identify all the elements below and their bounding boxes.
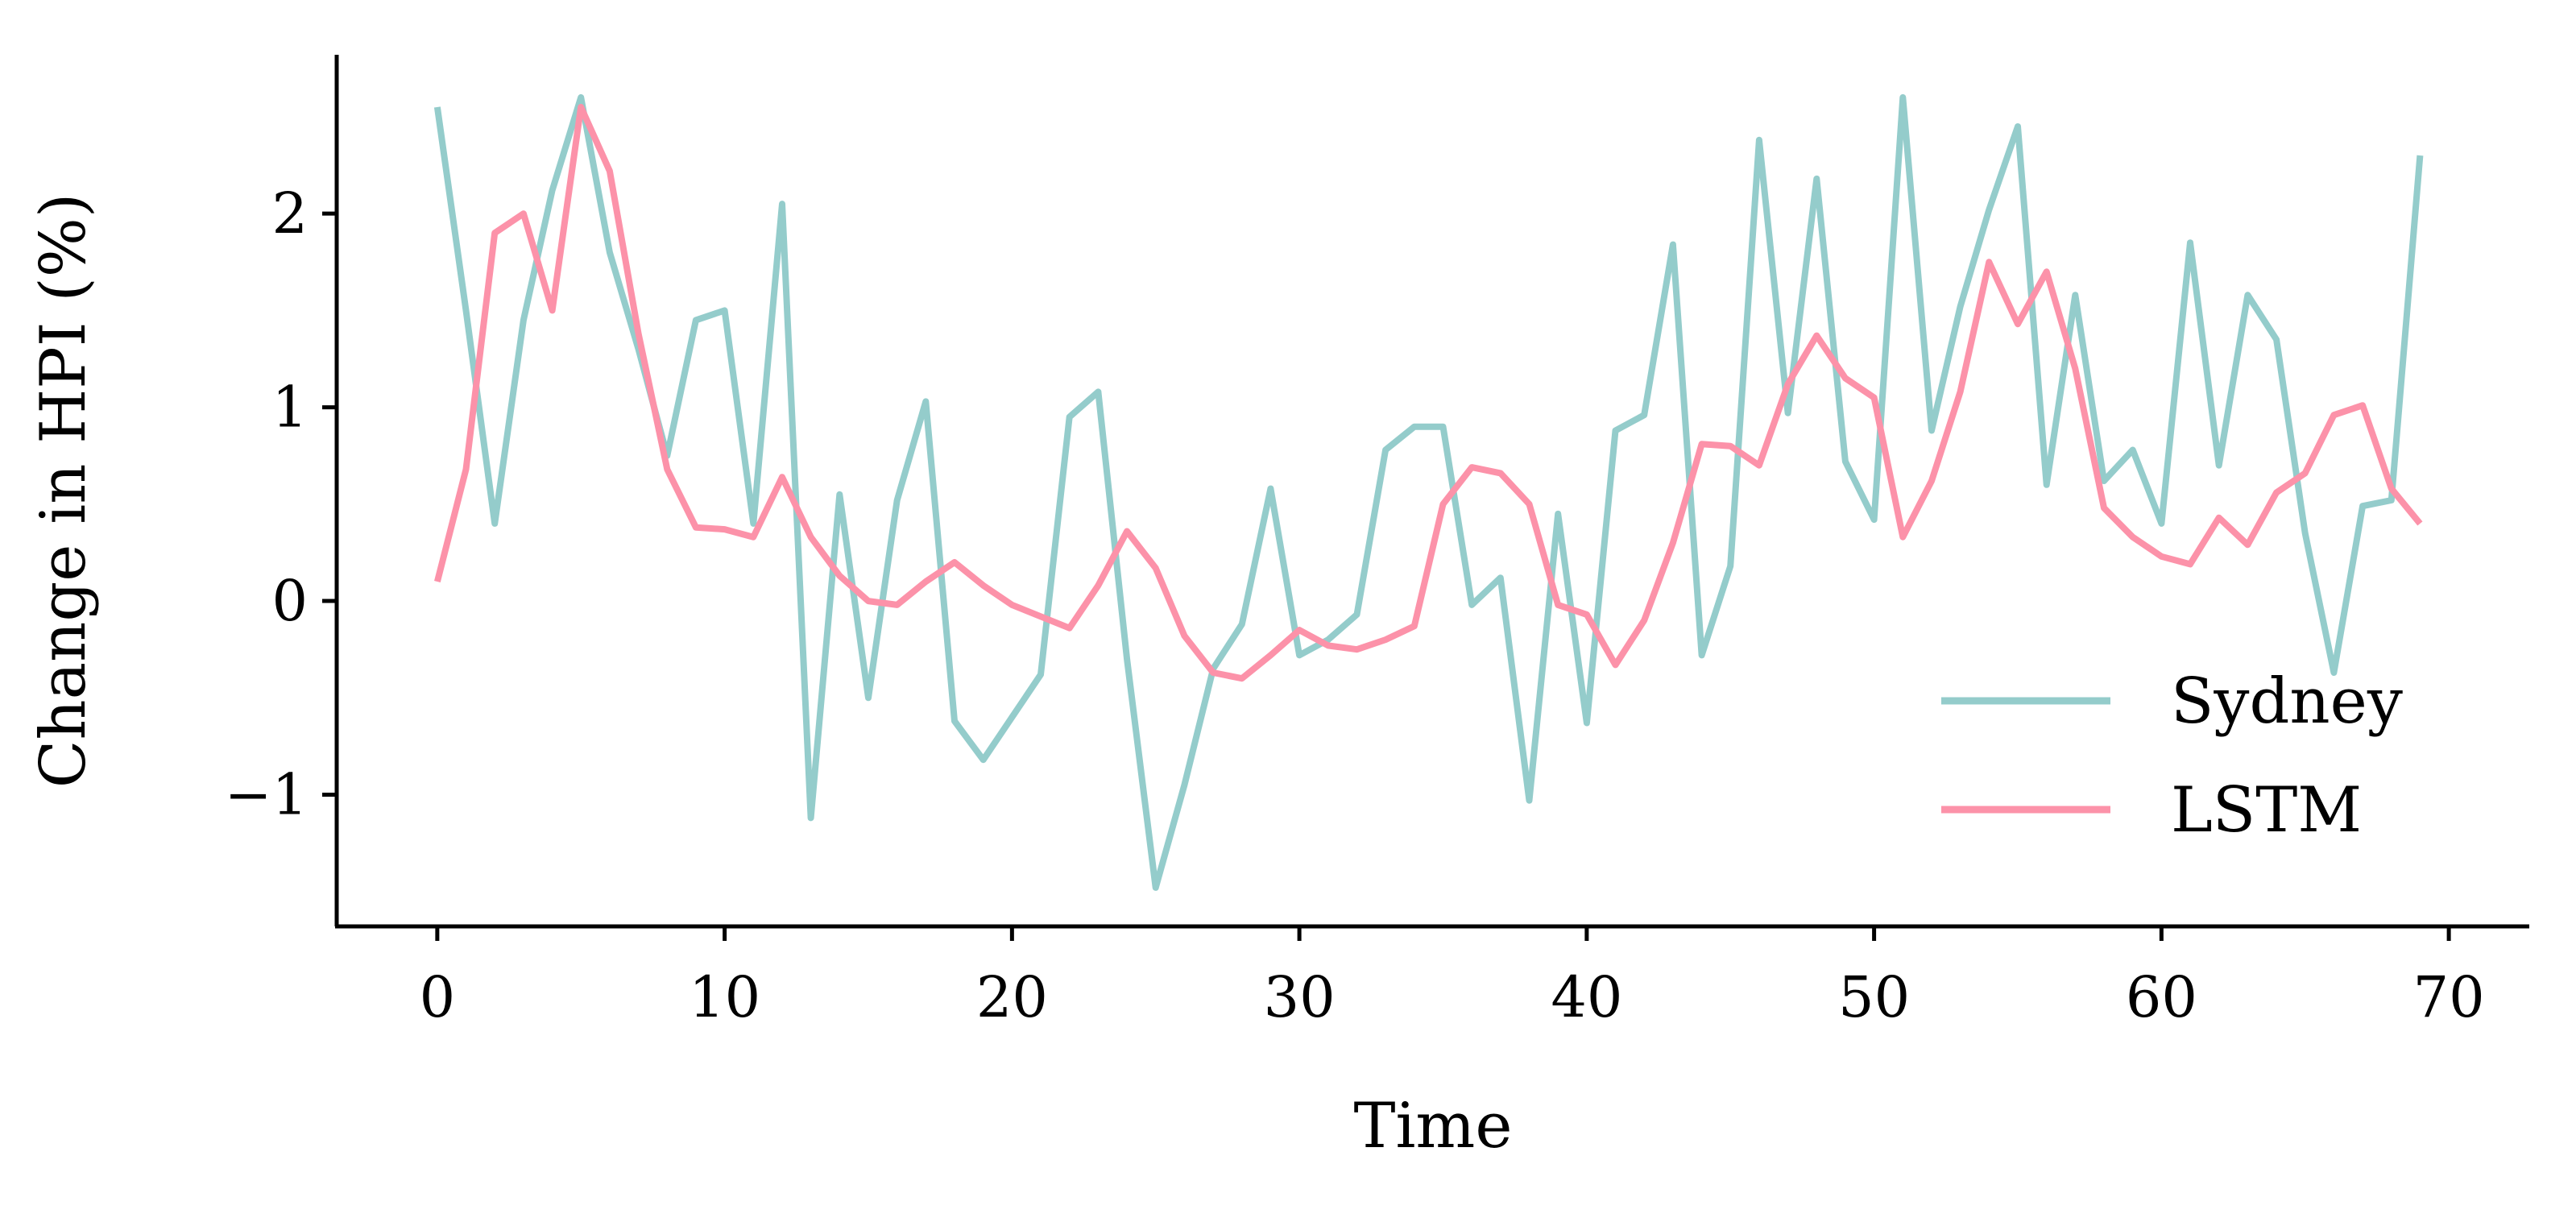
x-tick-label: 20	[976, 964, 1048, 1030]
y-tick-label: 2	[271, 180, 308, 246]
y-ticks: −1 0 1 2	[225, 180, 337, 827]
axes	[334, 55, 2529, 929]
x-tick-label: 60	[2126, 964, 2197, 1030]
y-axis-title: Change in HPI (%)	[27, 193, 100, 789]
series-line-lstm	[434, 103, 2423, 682]
series-layer	[433, 93, 2424, 891]
x-tick-label: 0	[420, 964, 456, 1030]
x-tick-label: 70	[2413, 964, 2485, 1030]
x-tick-label: 30	[1264, 964, 1336, 1030]
legend-label-lstm: LSTM	[2171, 774, 2362, 847]
y-tick-label: 1	[271, 375, 308, 441]
legend: Sydney LSTM	[1941, 665, 2403, 847]
legend-label-sydney: Sydney	[2171, 665, 2403, 738]
x-ticks: 0 10 20 30 40 50 60 70	[420, 926, 2485, 1030]
y-tick-label: 0	[271, 568, 308, 634]
x-tick-label: 10	[689, 964, 760, 1030]
x-axis-title: Time	[1353, 1090, 1512, 1162]
x-tick-label: 40	[1551, 964, 1622, 1030]
y-tick-label: −1	[225, 761, 308, 827]
x-tick-label: 50	[1838, 964, 1910, 1030]
series-line-sydney	[433, 93, 2424, 891]
